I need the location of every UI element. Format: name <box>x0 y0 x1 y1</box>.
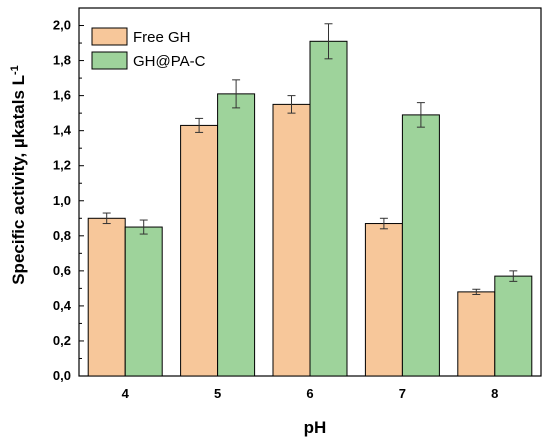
bar-free-gh <box>272 103 311 377</box>
legend-label: Free GH <box>133 29 191 46</box>
bar-gh-pa-c <box>124 226 163 377</box>
legend-label: GH@PA-C <box>133 53 206 70</box>
y-tick-label: 1,2 <box>53 158 71 173</box>
bar-gh-pa-c <box>401 114 440 377</box>
x-axis-title: pH <box>304 418 327 437</box>
y-tick-label: 0,6 <box>53 263 71 278</box>
y-tick-label: 1,6 <box>53 88 71 103</box>
x-tick-label: 7 <box>399 386 406 401</box>
y-tick-label: 1,8 <box>53 53 71 68</box>
y-axis-unit-superscript: -1 <box>9 65 21 75</box>
x-tick-label: 5 <box>214 386 221 401</box>
bar-free-gh <box>180 124 219 377</box>
y-tick-label: 1,4 <box>53 123 72 138</box>
legend-swatch <box>91 51 128 70</box>
legend: Free GH GH@PA-C <box>91 27 206 70</box>
bar-gh-pa-c <box>309 40 348 377</box>
x-tick-label: 4 <box>122 386 130 401</box>
plot-area: 0,0 0,2 0,4 0,6 0,8 1,0 1,2 1,4 1,6 1,8 2,0 4 5 6 7 8 <box>53 7 542 401</box>
bar-free-gh <box>457 291 496 377</box>
y-tick-label: 0,8 <box>53 228 71 243</box>
bar-gh-pa-c <box>217 93 256 377</box>
y-tick-label: 1,0 <box>53 193 71 208</box>
bar-gh-pa-c <box>494 275 533 377</box>
x-tick-label: 6 <box>306 386 313 401</box>
bar-free-gh <box>364 223 403 377</box>
legend-swatch <box>91 27 128 46</box>
x-tick-label: 8 <box>491 386 498 401</box>
bar-free-gh <box>87 217 126 377</box>
y-tick-label: 0,4 <box>53 298 72 313</box>
y-tick-label: 0,2 <box>53 333 71 348</box>
y-axis-title: Specific activity, µkatals L-1 <box>9 65 28 285</box>
y-tick-label: 2,0 <box>53 18 71 33</box>
y-tick-label: 0,0 <box>53 368 71 383</box>
